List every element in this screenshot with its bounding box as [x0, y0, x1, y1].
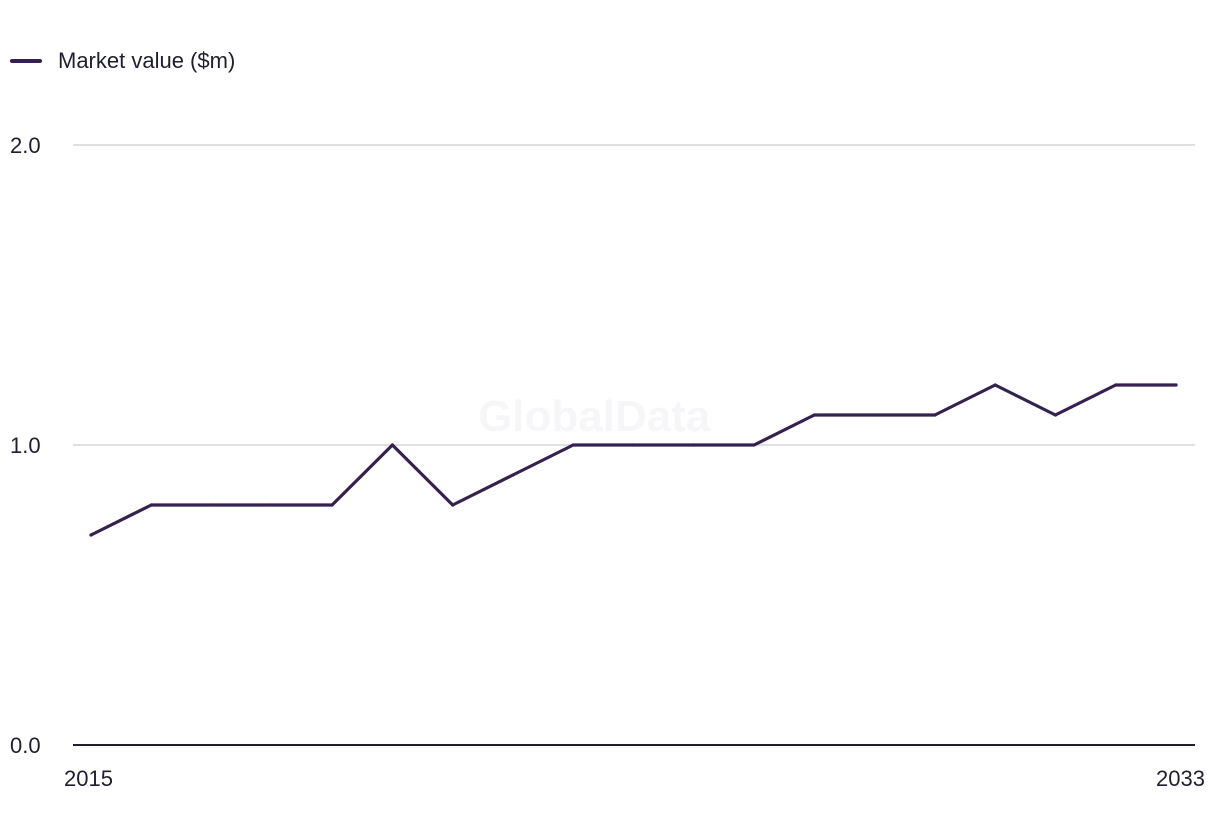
data-point	[149, 503, 153, 507]
data-point	[631, 443, 636, 447]
x-tick-label: 2033	[1156, 766, 1205, 791]
data-point	[209, 503, 214, 507]
legend: Market value ($m)	[10, 46, 235, 76]
y-tick-label: 0.0	[10, 733, 41, 758]
y-tick-label: 2.0	[10, 133, 41, 158]
data-point	[1174, 383, 1178, 387]
x-tick-label: 2015	[64, 766, 113, 791]
data-point	[1114, 383, 1118, 387]
data-point	[993, 383, 997, 387]
data-point	[692, 443, 696, 447]
data-point	[330, 503, 334, 507]
data-point	[89, 533, 93, 537]
legend-label: Market value ($m)	[58, 48, 236, 73]
data-point	[812, 413, 816, 417]
data-point	[511, 473, 515, 477]
series-line-market-value	[89, 383, 1178, 537]
data-point	[873, 413, 877, 417]
data-point	[390, 443, 394, 447]
data-point	[1053, 413, 1058, 417]
watermark: GlobalData	[478, 392, 711, 441]
data-point	[933, 413, 937, 417]
x-axis-ticks: 2015 2033	[64, 766, 1205, 791]
legend-swatch	[10, 59, 42, 63]
y-axis-ticks: 0.0 1.0 2.0	[10, 133, 41, 758]
data-point	[270, 503, 274, 507]
y-tick-label: 1.0	[10, 433, 41, 458]
series	[89, 383, 1178, 537]
data-point	[571, 443, 575, 447]
data-point	[451, 503, 455, 507]
data-point	[752, 443, 756, 447]
